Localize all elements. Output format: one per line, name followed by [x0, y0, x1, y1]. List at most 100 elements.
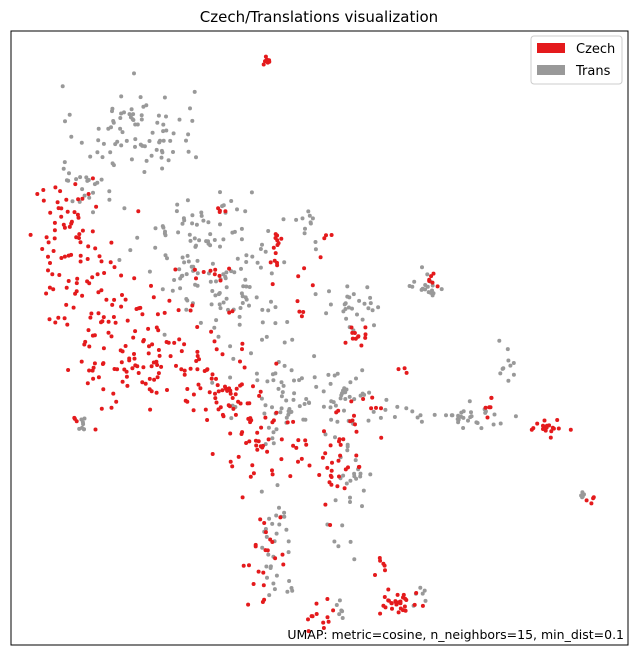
point-czech [396, 610, 401, 615]
point-czech [99, 406, 104, 411]
point-trans [209, 302, 214, 307]
point-trans [91, 210, 95, 215]
point-czech [210, 372, 215, 377]
point-trans [241, 284, 246, 289]
point-czech [542, 418, 547, 423]
point-czech [354, 429, 359, 434]
point-czech [321, 626, 326, 630]
point-trans [100, 155, 105, 160]
point-czech [167, 298, 172, 303]
point-czech [270, 282, 275, 287]
point-trans [461, 426, 466, 430]
point-czech [244, 441, 249, 445]
point-trans [259, 396, 264, 401]
point-czech [230, 464, 235, 469]
point-trans [184, 138, 188, 143]
point-trans [329, 417, 334, 422]
point-czech [59, 214, 64, 219]
point-czech [390, 606, 394, 611]
point-trans [337, 598, 342, 603]
point-czech [548, 435, 553, 440]
point-czech [253, 542, 258, 547]
point-trans [338, 396, 343, 401]
point-czech [62, 254, 67, 259]
point-trans [376, 305, 381, 310]
point-trans [177, 117, 182, 122]
point-trans [141, 104, 146, 109]
point-czech [65, 322, 70, 327]
point-czech [589, 501, 594, 506]
point-trans [161, 129, 166, 134]
point-trans [292, 378, 296, 383]
point-trans [80, 425, 84, 430]
point-czech [231, 406, 236, 411]
legend-label-czech: Czech [576, 42, 615, 57]
point-czech [51, 287, 56, 292]
point-trans [163, 253, 168, 258]
point-trans [164, 128, 169, 133]
point-trans [91, 190, 95, 195]
point-trans [182, 218, 187, 223]
point-trans [263, 527, 268, 531]
point-trans [355, 312, 359, 317]
point-trans [74, 177, 79, 182]
point-czech [274, 410, 279, 415]
point-trans [284, 527, 289, 532]
point-trans [365, 285, 370, 290]
point-trans [232, 229, 237, 234]
point-czech [77, 236, 81, 240]
point-czech [89, 311, 94, 316]
point-czech [80, 228, 85, 233]
point-trans [142, 144, 147, 149]
point-czech [356, 334, 361, 339]
point-czech [132, 356, 137, 361]
point-czech [225, 388, 230, 393]
point-czech [195, 354, 200, 358]
legend: Czech Trans [530, 35, 623, 85]
point-trans [208, 232, 213, 237]
point-czech [217, 273, 222, 278]
point-czech [342, 486, 347, 491]
point-trans [274, 573, 279, 578]
point-trans [302, 402, 307, 406]
point-czech [307, 463, 312, 468]
point-trans [264, 564, 269, 569]
point-trans [138, 95, 143, 100]
point-czech [96, 311, 101, 316]
point-trans [335, 419, 340, 424]
point-trans [119, 143, 124, 148]
point-trans [118, 116, 123, 120]
point-czech [238, 401, 243, 406]
point-czech [381, 561, 386, 566]
point-czech [74, 281, 79, 286]
point-czech [263, 415, 268, 420]
point-czech [263, 548, 268, 553]
point-trans [279, 380, 284, 385]
point-czech [73, 291, 78, 296]
point-trans [247, 303, 251, 308]
point-trans [212, 238, 217, 242]
point-czech [395, 592, 400, 597]
point-czech [261, 583, 266, 588]
point-trans [160, 166, 165, 171]
point-czech [73, 182, 78, 187]
point-trans [84, 175, 89, 180]
point-trans [95, 180, 100, 185]
point-trans [258, 247, 263, 251]
point-czech [90, 229, 95, 234]
point-czech [44, 235, 49, 240]
point-trans [345, 444, 350, 449]
point-czech [51, 249, 56, 253]
point-czech [431, 271, 436, 276]
point-czech [247, 563, 251, 568]
point-trans [265, 575, 269, 580]
point-trans [352, 557, 357, 562]
point-trans [178, 276, 183, 281]
point-trans [410, 409, 415, 414]
point-czech [61, 222, 66, 227]
point-czech [155, 312, 160, 317]
point-czech [40, 247, 45, 251]
point-czech [265, 57, 270, 62]
point-czech [223, 209, 228, 214]
